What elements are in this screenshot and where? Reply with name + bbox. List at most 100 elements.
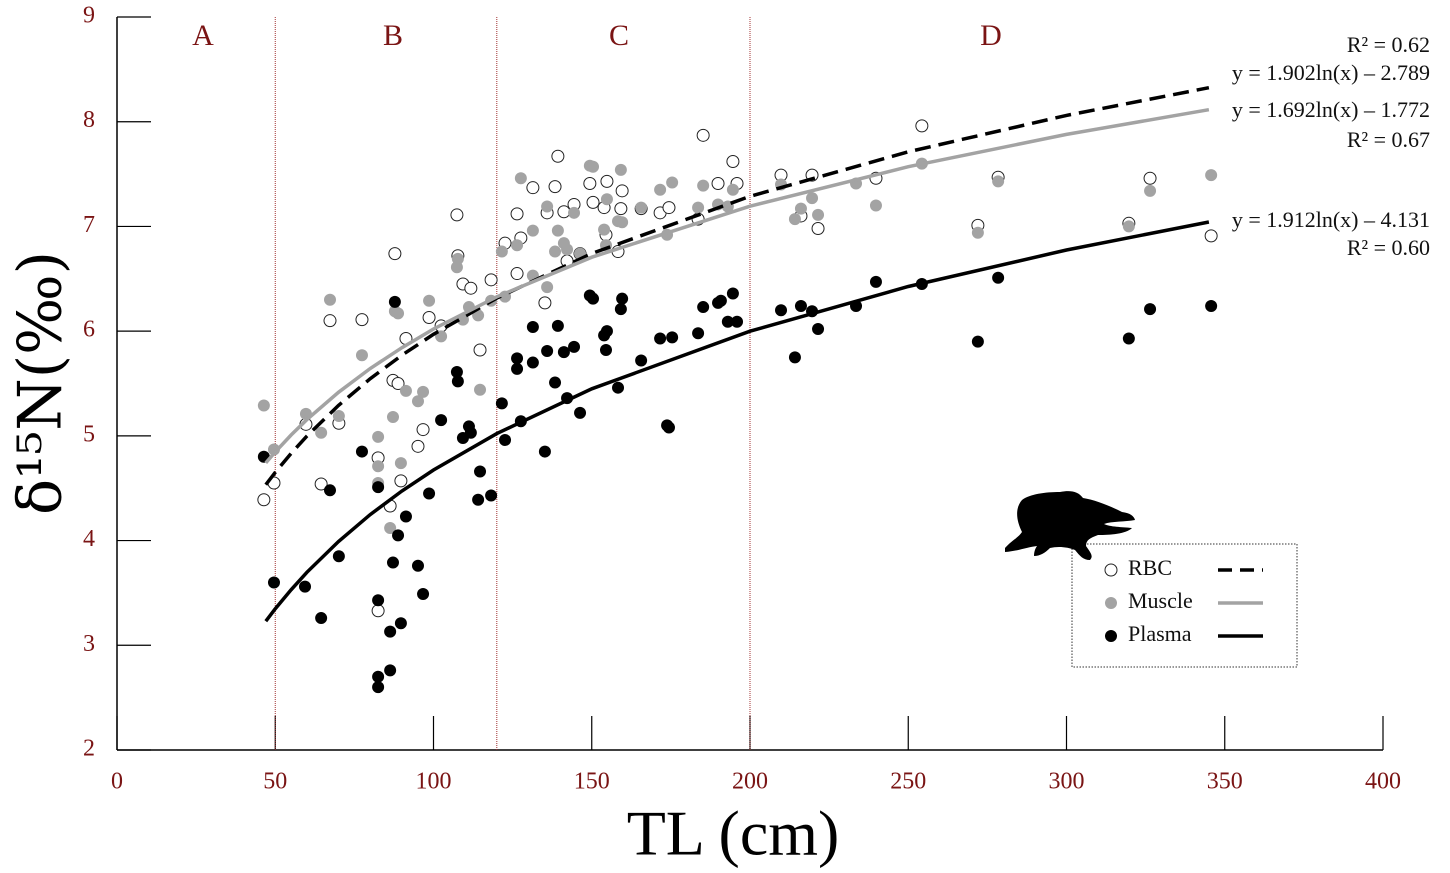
point <box>526 224 539 237</box>
point <box>794 202 807 215</box>
point <box>416 423 430 437</box>
point <box>697 301 710 314</box>
legend-label: Plasma <box>1128 621 1192 646</box>
y-tick-label: 5 <box>83 421 95 447</box>
fit-equation: y = 1.692ln(x) – 1.772 <box>1232 97 1430 122</box>
point <box>557 205 571 219</box>
point <box>806 192 819 205</box>
point <box>1204 229 1218 243</box>
point <box>372 460 385 473</box>
point <box>474 465 487 478</box>
y-tick-label: 9 <box>83 3 95 29</box>
point <box>355 313 369 327</box>
point <box>315 426 328 439</box>
r-squared: R² = 0.60 <box>1347 235 1430 260</box>
point <box>538 445 551 458</box>
legend-label: Muscle <box>1128 588 1193 613</box>
y-tick-label: 3 <box>83 631 95 657</box>
point <box>386 556 399 569</box>
point <box>692 201 705 214</box>
point <box>372 681 385 694</box>
point <box>372 430 385 443</box>
x-tick-label: 0 <box>111 769 123 795</box>
point <box>654 332 667 345</box>
y-axis-title: δ¹⁵N(‰) <box>6 251 76 515</box>
point <box>587 160 600 173</box>
x-tick-label: 100 <box>416 769 452 795</box>
point <box>775 304 788 317</box>
point <box>394 474 408 488</box>
series-points <box>257 157 1218 535</box>
point <box>788 213 801 226</box>
point <box>811 222 825 236</box>
point <box>417 587 430 600</box>
point <box>485 489 498 502</box>
point <box>472 493 485 506</box>
point <box>635 354 648 367</box>
point <box>474 383 487 396</box>
point <box>473 343 487 357</box>
point <box>324 293 337 306</box>
point <box>510 207 524 221</box>
point <box>451 252 464 265</box>
point <box>971 226 984 239</box>
point <box>538 296 552 310</box>
point <box>721 315 734 328</box>
point <box>915 119 929 133</box>
point <box>692 327 705 340</box>
point <box>551 149 565 163</box>
point <box>314 477 328 491</box>
point <box>614 163 627 176</box>
point <box>384 625 397 638</box>
point <box>355 445 368 458</box>
r-squared: R² = 0.67 <box>1347 127 1430 152</box>
point <box>423 487 436 500</box>
point <box>726 155 740 169</box>
point <box>257 399 270 412</box>
point <box>568 340 581 353</box>
point <box>541 200 554 213</box>
point <box>615 184 629 198</box>
x-axis-title: TL (cm) <box>627 798 840 869</box>
point <box>526 181 540 195</box>
point <box>788 351 801 364</box>
point <box>869 275 882 288</box>
point <box>392 307 405 320</box>
point <box>394 457 407 470</box>
point <box>869 199 882 212</box>
point <box>384 664 397 677</box>
point <box>411 439 425 453</box>
point <box>587 292 600 305</box>
x-tick-label: 300 <box>1049 769 1085 795</box>
point <box>731 315 744 328</box>
point <box>388 295 401 308</box>
point <box>599 343 612 356</box>
point <box>726 183 739 196</box>
point <box>411 395 424 408</box>
point <box>714 294 727 307</box>
point <box>614 303 627 316</box>
point <box>332 550 345 563</box>
point <box>324 484 337 497</box>
point <box>495 397 508 410</box>
fit-equation: y = 1.902ln(x) – 2.789 <box>1232 60 1430 85</box>
point <box>511 352 524 365</box>
point <box>450 365 463 378</box>
point <box>551 224 564 237</box>
point <box>561 243 574 256</box>
legend-marker <box>1105 630 1117 642</box>
point <box>384 522 397 535</box>
point <box>511 239 524 252</box>
point <box>450 208 464 222</box>
point <box>399 510 412 523</box>
point <box>726 287 739 300</box>
point <box>549 376 562 389</box>
point <box>332 409 345 422</box>
point <box>388 247 402 261</box>
point <box>614 202 628 216</box>
point <box>616 216 629 229</box>
point <box>662 201 676 215</box>
x-tick-label: 50 <box>263 769 287 795</box>
point <box>495 245 508 258</box>
legend-marker <box>1104 563 1118 577</box>
